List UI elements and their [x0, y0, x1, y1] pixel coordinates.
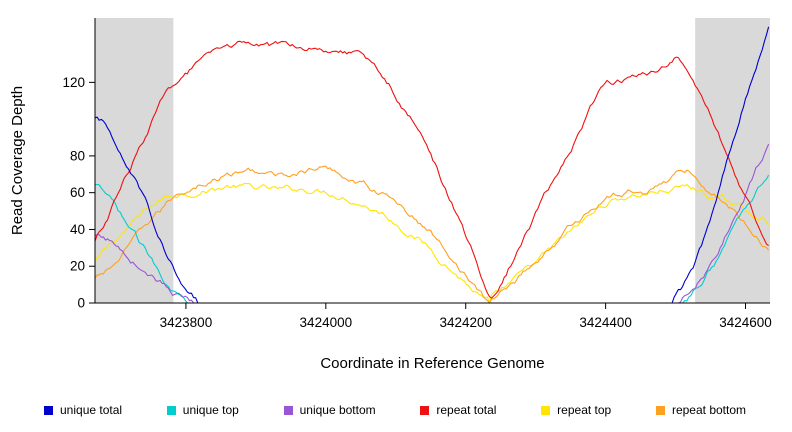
legend-label: repeat bottom	[671, 403, 746, 417]
x-tick-label: 3424600	[719, 315, 772, 330]
y-tick-label: 120	[62, 75, 85, 90]
legend: unique total unique top unique bottom repea…	[0, 398, 792, 422]
series-line-unique-bottom	[94, 143, 770, 304]
x-tick-label: 3424200	[439, 315, 492, 330]
series-line-repeat-top	[94, 182, 770, 304]
series-line-unique-total	[94, 26, 770, 304]
legend-swatch	[44, 405, 53, 415]
x-tick-label: 3423800	[160, 315, 213, 330]
y-tick-label: 40	[70, 222, 85, 237]
legend-item-repeat-total: repeat total	[420, 403, 496, 417]
series-lines	[94, 26, 770, 304]
legend-swatch	[655, 405, 665, 415]
legend-swatch	[420, 405, 430, 415]
y-tick-label: 0	[77, 296, 85, 311]
y-tick-label: 20	[70, 259, 85, 274]
legend-item-unique-top: unique top	[166, 403, 239, 417]
coverage-plot: 3423800 3424000 3424200 3424400 3424600 0 20 40…	[9, 18, 772, 372]
y-tick-label: 60	[70, 185, 85, 200]
legend-swatch	[166, 405, 176, 415]
y-axis-label: Read Coverage Depth	[9, 86, 26, 235]
series-line-repeat-bottom	[94, 165, 770, 304]
legend-item-unique-bottom: unique bottom	[283, 403, 376, 417]
legend-label: unique total	[60, 403, 123, 417]
x-tick-label: 3424400	[579, 315, 632, 330]
x-axis-label: Coordinate in Reference Genome	[320, 355, 544, 372]
legend-label: unique top	[182, 403, 239, 417]
legend-item-repeat-top: repeat top	[541, 403, 611, 417]
series-line-repeat-total	[94, 40, 769, 299]
legend-item-unique-total: unique total	[44, 403, 122, 417]
legend-item-repeat-bottom: repeat bottom	[655, 403, 746, 417]
legend-label: unique bottom	[299, 403, 376, 417]
legend-swatch	[283, 405, 293, 415]
axes: 3423800 3424000 3424200 3424400 3424600 0 20 40…	[62, 18, 772, 330]
y-tick-label: 80	[70, 148, 85, 163]
legend-swatch	[541, 405, 551, 415]
x-tick-label: 3424000	[300, 315, 353, 330]
legend-label: repeat top	[557, 403, 612, 417]
series-line-unique-top	[94, 174, 770, 304]
legend-label: repeat total	[436, 403, 497, 417]
